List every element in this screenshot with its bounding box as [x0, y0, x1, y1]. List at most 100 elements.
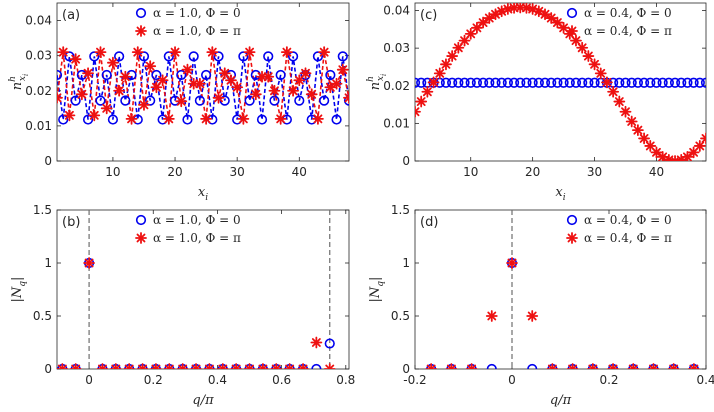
- data-point: [502, 77, 513, 88]
- data-point: [447, 77, 458, 88]
- data-point: [508, 77, 520, 88]
- data-point: [687, 363, 700, 369]
- data-point: [312, 51, 324, 62]
- data-point: [63, 109, 76, 122]
- data-point: [275, 69, 286, 81]
- data-point: [100, 102, 113, 115]
- data-point: [310, 336, 323, 349]
- y-tick-label: 0.5: [33, 309, 52, 323]
- data-point: [700, 77, 706, 88]
- data-point: [445, 363, 458, 369]
- data-point: [237, 112, 250, 125]
- data-point: [425, 363, 438, 369]
- data-point: [311, 363, 322, 369]
- y-tick-label: 0: [402, 362, 410, 376]
- x-axis-label: q/π: [550, 393, 572, 408]
- data-point: [324, 338, 335, 349]
- data-layer: [57, 257, 336, 369]
- data-point: [337, 51, 348, 62]
- data-point: [645, 77, 656, 88]
- axes-box: [56, 209, 350, 370]
- data-point: [583, 77, 594, 88]
- x-tick-label: 10: [463, 165, 478, 179]
- data-point: [294, 95, 305, 106]
- y-axis-label: nhxi: [8, 74, 30, 91]
- data-point: [539, 77, 551, 88]
- data-point: [458, 34, 471, 47]
- x-tick-label: 0.8: [336, 373, 355, 387]
- data-point: [231, 81, 244, 94]
- data-point: [299, 67, 312, 80]
- data-point: [256, 70, 268, 83]
- legend-entry: α = 0.4, Φ = π: [584, 24, 672, 38]
- data-point: [319, 95, 330, 106]
- y-tick-label: 0.03: [383, 41, 410, 55]
- data-point: [619, 105, 632, 118]
- data-point: [446, 50, 459, 62]
- data-point: [631, 124, 644, 137]
- legend-entry: α = 1.0, Φ = 0: [153, 6, 241, 20]
- data-point: [638, 77, 650, 88]
- data-point: [465, 363, 478, 369]
- data-point: [156, 74, 169, 87]
- data-point: [496, 77, 507, 88]
- data-point: [203, 363, 216, 369]
- data-point: [169, 46, 181, 59]
- data-point: [193, 77, 206, 90]
- data-point: [552, 77, 563, 88]
- data-point: [280, 46, 293, 59]
- data-point: [650, 146, 663, 159]
- x-tick-label: 20: [167, 165, 182, 179]
- y-tick-label: 0: [44, 362, 52, 376]
- data-point: [452, 41, 465, 54]
- y-tick-label: 1: [44, 256, 52, 270]
- data-point: [312, 112, 324, 125]
- legend-marker: [135, 214, 147, 226]
- data-point: [620, 77, 631, 88]
- data-point: [638, 132, 650, 145]
- data-point: [576, 41, 589, 54]
- data-point: [109, 363, 122, 369]
- data-point: [323, 363, 336, 369]
- legend-marker: [566, 7, 578, 19]
- data-point: [669, 155, 681, 161]
- data-point: [647, 363, 660, 369]
- data-point: [433, 67, 446, 80]
- data-point: [527, 363, 538, 369]
- data-point: [546, 77, 557, 88]
- data-point: [325, 69, 336, 81]
- data-point: [484, 77, 495, 88]
- data-point: [162, 112, 175, 125]
- data-point: [613, 95, 626, 108]
- data-point: [263, 51, 274, 62]
- data-point: [194, 95, 205, 106]
- data-point: [95, 95, 106, 106]
- data-point: [415, 77, 421, 88]
- data-point: [440, 58, 452, 71]
- data-layer: [415, 3, 706, 161]
- data-point: [688, 77, 699, 88]
- data-point: [681, 150, 694, 161]
- y-tick-label: 0.02: [383, 79, 410, 93]
- data-point: [527, 77, 538, 88]
- data-point: [657, 77, 668, 88]
- data-point: [662, 153, 675, 161]
- data-point: [625, 115, 638, 128]
- data-point: [101, 69, 112, 81]
- data-point: [586, 363, 599, 369]
- data-point: [427, 76, 440, 89]
- data-point: [163, 363, 176, 369]
- data-point: [151, 69, 162, 81]
- data-point: [693, 140, 706, 152]
- data-point: [83, 257, 95, 269]
- data-point: [243, 46, 256, 59]
- x-tick-label: 40: [649, 165, 664, 179]
- data-point: [274, 112, 287, 125]
- y-tick-label: 0.04: [25, 14, 52, 28]
- y-tick-label: 0.04: [383, 4, 410, 18]
- x-tick-label: 0.2: [599, 373, 618, 387]
- x-tick-label: 30: [230, 165, 245, 179]
- legend-marker: [135, 7, 147, 19]
- data-point: [70, 95, 81, 106]
